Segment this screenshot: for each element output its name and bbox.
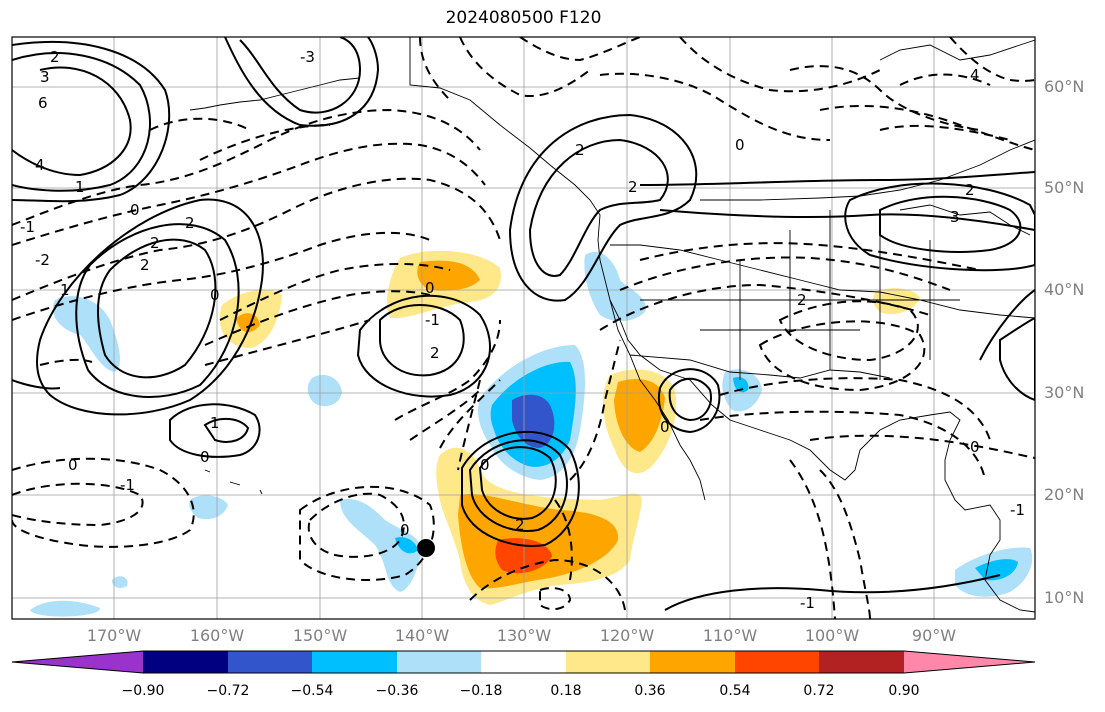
contour-label: -1 [120, 476, 135, 494]
contour-label: 0 [210, 286, 220, 304]
contour-label: 0 [735, 136, 745, 154]
map-area: 3 6 4 2 1 0 -1 -2 -3 2 0 1 2 2 0 0 0 1 2… [12, 37, 1035, 619]
lat-label: 40°N [1044, 280, 1085, 299]
lat-label: 60°N [1044, 77, 1085, 96]
shaded-anomalies [30, 250, 1033, 617]
colorbar-swatch [904, 651, 1035, 673]
lat-label: 10°N [1044, 588, 1085, 607]
contour-label: 0 [425, 279, 435, 297]
lon-label: 170°W [86, 626, 142, 645]
colorbar-tick-label: 0.36 [634, 683, 666, 699]
contour-label: 1 [60, 281, 70, 299]
lon-label: 160°W [189, 626, 245, 645]
contour-label: 1 [210, 414, 220, 432]
contour-label: 2 [140, 256, 150, 274]
contour-label: 2 [575, 141, 585, 159]
colorbar-tick-label: 0.54 [719, 683, 751, 699]
colorbar-tick-label: −0.54 [290, 683, 334, 699]
colorbar-swatch [481, 651, 566, 673]
lon-label: 90°W [911, 626, 957, 645]
contour-label: -1 [425, 311, 440, 329]
contour-label: 2 [185, 214, 195, 232]
colorbar-tick-label: 0.72 [803, 683, 835, 699]
colorbar-swatch [735, 651, 819, 673]
colorbar-swatch [143, 651, 228, 673]
lon-label: 150°W [292, 626, 348, 645]
contour-label: 1 [75, 178, 85, 196]
contour-lines [12, 37, 1035, 611]
contour-label: -3 [300, 48, 315, 66]
colorbar-swatch [819, 651, 904, 673]
storm-center-marker [417, 539, 435, 557]
colorbar [11, 650, 1036, 674]
contour-label: 2 [430, 344, 440, 362]
colorbar-swatch [228, 651, 312, 673]
lon-label: 130°W [496, 626, 552, 645]
contour-label: 2 [965, 181, 975, 199]
contour-label: 2 [150, 234, 160, 252]
colorbar-swatch [397, 651, 481, 673]
contour-label: 0 [130, 201, 140, 219]
colorbar-swatch [312, 651, 397, 673]
map-title: 2024080500 F120 [445, 8, 602, 28]
colorbar-tick-label: −0.36 [375, 683, 419, 699]
contour-label: 0 [400, 521, 410, 539]
dashed-contour-lines [12, 37, 1035, 619]
contour-label: 3 [950, 208, 960, 226]
contour-label: -1 [20, 218, 35, 236]
plot-frame [11, 36, 1036, 620]
contour-label: 0 [660, 418, 670, 436]
contour-label: 0 [480, 456, 490, 474]
colorbar-tick-label: 0.90 [888, 683, 920, 699]
contour-label: 0 [970, 438, 980, 456]
lat-label: 30°N [1044, 383, 1085, 402]
contour-label: 2 [797, 291, 807, 309]
lat-label: 20°N [1044, 485, 1085, 504]
contour-label: 2 [515, 516, 525, 534]
contour-label: -2 [35, 251, 50, 269]
contour-label: 0 [68, 456, 78, 474]
contour-labels: 3 6 4 2 1 0 -1 -2 -3 2 0 1 2 2 0 0 0 1 2… [20, 48, 1025, 612]
colorbar-swatch [566, 651, 650, 673]
gridlines [12, 37, 1035, 619]
contour-label: 0 [200, 448, 210, 466]
contour-label: 4 [35, 156, 45, 174]
lon-label: 140°W [394, 626, 450, 645]
contour-label: -1 [1010, 501, 1025, 519]
contour-label: -1 [800, 594, 815, 612]
colorbar-swatch [12, 651, 143, 673]
lat-label: 50°N [1044, 178, 1085, 197]
contour-label: 3 [40, 68, 50, 86]
colorbar-swatch [650, 651, 735, 673]
contour-label: 4 [970, 66, 980, 84]
colorbar-tick-label: −0.72 [206, 683, 250, 699]
contour-label: 6 [38, 94, 48, 112]
colorbar-tick-label: −0.18 [459, 683, 503, 699]
contour-label: 2 [50, 48, 60, 66]
lon-label: 110°W [702, 626, 758, 645]
colorbar-tick-label: −0.90 [121, 683, 165, 699]
colorbar-tick-label: 0.18 [550, 683, 582, 699]
lon-label: 120°W [599, 626, 655, 645]
contour-label: 2 [628, 178, 638, 196]
lon-label: 100°W [804, 626, 860, 645]
